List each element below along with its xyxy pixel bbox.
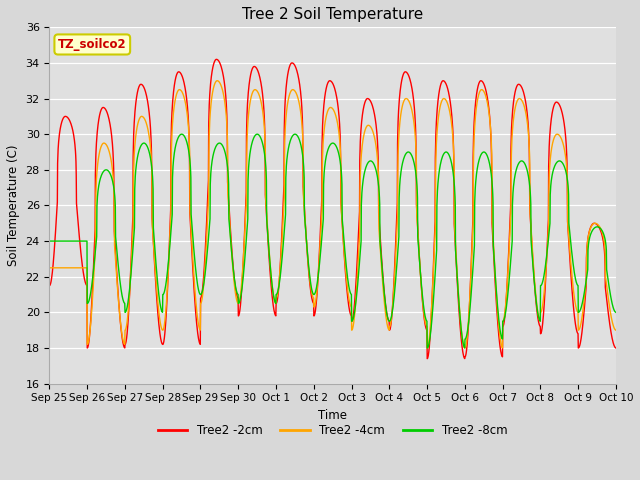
Text: TZ_soilco2: TZ_soilco2 xyxy=(58,38,127,51)
Tree2 -8cm xyxy=(612,310,620,315)
Tree2 -2cm xyxy=(424,356,431,361)
Tree2 -8cm xyxy=(178,132,186,137)
Tree2 -2cm xyxy=(362,98,369,104)
Tree2 -2cm xyxy=(349,313,357,319)
Tree2 -2cm xyxy=(578,329,586,335)
Line: Tree2 -2cm: Tree2 -2cm xyxy=(49,60,616,359)
Tree2 -8cm xyxy=(578,302,586,308)
Tree2 -4cm xyxy=(45,265,53,271)
Tree2 -8cm xyxy=(45,238,53,244)
Tree2 -2cm xyxy=(204,202,211,208)
Tree2 -8cm xyxy=(362,166,369,171)
Tree2 -4cm xyxy=(578,315,586,321)
Tree2 -4cm xyxy=(424,345,431,351)
Tree2 -2cm xyxy=(498,352,506,358)
Tree2 -4cm xyxy=(498,344,506,349)
Tree2 -4cm xyxy=(612,327,620,333)
Tree2 -8cm xyxy=(349,316,357,322)
Line: Tree2 -8cm: Tree2 -8cm xyxy=(49,134,616,348)
X-axis label: Time: Time xyxy=(318,409,347,422)
Y-axis label: Soil Temperature (C): Soil Temperature (C) xyxy=(7,144,20,266)
Tree2 -8cm xyxy=(498,335,506,340)
Tree2 -2cm xyxy=(212,57,220,62)
Title: Tree 2 Soil Temperature: Tree 2 Soil Temperature xyxy=(242,7,423,22)
Tree2 -4cm xyxy=(362,126,369,132)
Tree2 -8cm xyxy=(204,245,211,251)
Line: Tree2 -4cm: Tree2 -4cm xyxy=(49,81,616,348)
Tree2 -2cm xyxy=(563,142,570,148)
Tree2 -4cm xyxy=(213,78,221,84)
Tree2 -4cm xyxy=(349,323,357,328)
Tree2 -2cm xyxy=(612,345,620,351)
Tree2 -2cm xyxy=(45,283,53,288)
Tree2 -4cm xyxy=(563,159,570,165)
Legend: Tree2 -2cm, Tree2 -4cm, Tree2 -8cm: Tree2 -2cm, Tree2 -4cm, Tree2 -8cm xyxy=(153,420,512,442)
Tree2 -8cm xyxy=(563,170,570,176)
Tree2 -4cm xyxy=(204,220,211,226)
Tree2 -8cm xyxy=(424,345,431,351)
